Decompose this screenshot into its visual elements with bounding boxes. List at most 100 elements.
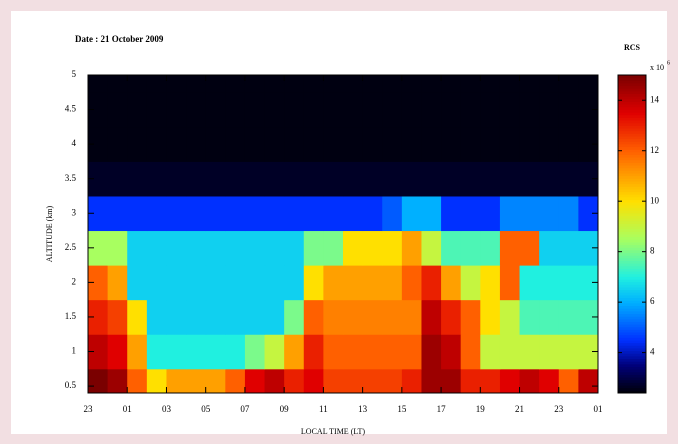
heatmap-cell	[382, 300, 402, 335]
heatmap-cell	[539, 161, 559, 196]
heatmap-cell	[147, 265, 167, 300]
heatmap-cell	[108, 127, 128, 162]
heatmap-cell	[147, 196, 167, 231]
heatmap-cell	[225, 92, 245, 127]
colorbar-tick-label: 6	[650, 296, 655, 306]
heatmap-cell	[245, 161, 265, 196]
x-tick-label: 11	[319, 404, 328, 414]
heatmap-cell	[284, 300, 304, 335]
heatmap-cell	[166, 196, 186, 231]
heatmap-cell	[108, 265, 128, 300]
heatmap-cell	[559, 127, 579, 162]
heatmap-cell	[539, 196, 559, 231]
heatmap-cell	[265, 161, 285, 196]
heatmap-cell	[402, 92, 422, 127]
heatmap-cell	[559, 196, 579, 231]
heatmap-cell	[480, 334, 500, 369]
y-tick-label: 4.5	[65, 104, 77, 114]
x-axis-label: LOCAL TIME (LT)	[301, 427, 365, 436]
heatmap-cell	[500, 127, 520, 162]
heatmap-cell	[225, 161, 245, 196]
heatmap-cell	[382, 92, 402, 127]
heatmap-cell	[147, 127, 167, 162]
heatmap-cell	[461, 196, 481, 231]
heatmap-cell	[343, 196, 363, 231]
heatmap-cell	[265, 196, 285, 231]
heatmap-cell	[520, 300, 540, 335]
heatmap-cell	[245, 231, 265, 266]
heatmap-cell	[304, 196, 324, 231]
heatmap-cell	[500, 265, 520, 300]
heatmap	[88, 58, 599, 404]
heatmap-cell	[304, 161, 324, 196]
heatmap-cell	[421, 92, 441, 127]
heatmap-cell	[343, 161, 363, 196]
heatmap-cell	[108, 231, 128, 266]
heatmap-cell	[225, 265, 245, 300]
heatmap-cell	[225, 231, 245, 266]
heatmap-cell	[323, 161, 343, 196]
heatmap-cell	[402, 265, 422, 300]
y-tick-label: 5	[72, 69, 77, 79]
heatmap-cell	[559, 334, 579, 369]
heatmap-cell	[500, 231, 520, 266]
heatmap-cell	[147, 92, 167, 127]
heatmap-cell	[402, 196, 422, 231]
heatmap-cell	[284, 92, 304, 127]
heatmap-cell	[559, 265, 579, 300]
heatmap-cell	[186, 265, 206, 300]
heatmap-cell	[520, 127, 540, 162]
x-tick-label: 01	[594, 404, 603, 414]
heatmap-cell	[343, 300, 363, 335]
heatmap-cell	[265, 92, 285, 127]
heatmap-cell	[186, 127, 206, 162]
heatmap-cell	[382, 196, 402, 231]
y-tick-label: 2	[72, 276, 77, 286]
heatmap-cell	[206, 92, 226, 127]
heatmap-cell	[108, 334, 128, 369]
heatmap-cell	[421, 265, 441, 300]
heatmap-cell	[284, 161, 304, 196]
chart-title: Date : 21 October 2009	[75, 34, 164, 44]
y-axis-label: ALTITUDE (km)	[45, 205, 54, 262]
heatmap-cell	[323, 92, 343, 127]
y-tick-label: 3.5	[65, 173, 77, 183]
heatmap-cell	[382, 334, 402, 369]
heatmap-cell	[441, 231, 461, 266]
heatmap-cell	[127, 265, 147, 300]
heatmap-cell	[186, 334, 206, 369]
heatmap-cell	[265, 300, 285, 335]
heatmap-cell	[108, 300, 128, 335]
heatmap-cell	[421, 300, 441, 335]
heatmap-cell	[539, 265, 559, 300]
heatmap-cell	[206, 196, 226, 231]
heatmap-cell	[382, 127, 402, 162]
heatmap-cell	[127, 161, 147, 196]
heatmap-cell	[402, 127, 422, 162]
heatmap-cell	[402, 161, 422, 196]
heatmap-cell	[245, 127, 265, 162]
heatmap-cell	[304, 334, 324, 369]
x-tick-label: 13	[358, 404, 368, 414]
x-tick-label: 17	[437, 404, 447, 414]
heatmap-cell	[284, 127, 304, 162]
heatmap-cell	[480, 92, 500, 127]
heatmap-cell	[166, 92, 186, 127]
y-tick-label: 1.5	[65, 311, 77, 321]
heatmap-cell	[323, 127, 343, 162]
heatmap-cell	[206, 300, 226, 335]
heatmap-cell	[480, 127, 500, 162]
heatmap-cell	[166, 127, 186, 162]
heatmap-cell	[304, 265, 324, 300]
heatmap-cell	[441, 161, 461, 196]
heatmap-cell	[245, 300, 265, 335]
x-tick-label: 05	[201, 404, 211, 414]
heatmap-cell	[363, 265, 383, 300]
heatmap-cell	[500, 334, 520, 369]
heatmap-cell	[539, 231, 559, 266]
heatmap-cell	[559, 300, 579, 335]
heatmap-cell	[441, 300, 461, 335]
heatmap-cell	[480, 231, 500, 266]
heatmap-cell	[147, 231, 167, 266]
heatmap-cell	[284, 265, 304, 300]
